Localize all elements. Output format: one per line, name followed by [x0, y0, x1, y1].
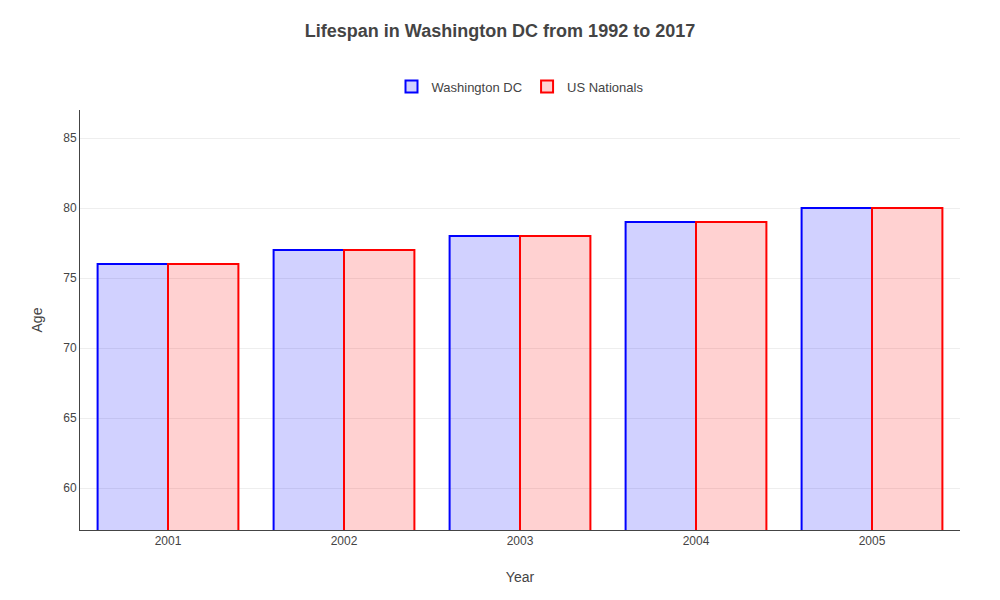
- svg-text:75: 75: [63, 271, 77, 285]
- svg-text:Lifespan in Washington DC from: Lifespan in Washington DC from 1992 to 2…: [305, 21, 695, 41]
- svg-text:Age: Age: [29, 307, 45, 332]
- svg-text:2001: 2001: [155, 534, 182, 548]
- svg-text:2005: 2005: [859, 534, 886, 548]
- svg-text:70: 70: [63, 341, 77, 355]
- svg-text:80: 80: [63, 201, 77, 215]
- svg-text:65: 65: [63, 411, 77, 425]
- svg-text:Year: Year: [506, 569, 535, 585]
- svg-text:60: 60: [63, 481, 77, 495]
- svg-text:2004: 2004: [683, 534, 710, 548]
- svg-text:2002: 2002: [331, 534, 358, 548]
- svg-text:US Nationals: US Nationals: [567, 80, 643, 95]
- svg-text:Washington DC: Washington DC: [432, 80, 523, 95]
- svg-text:2003: 2003: [507, 534, 534, 548]
- svg-text:85: 85: [63, 131, 77, 145]
